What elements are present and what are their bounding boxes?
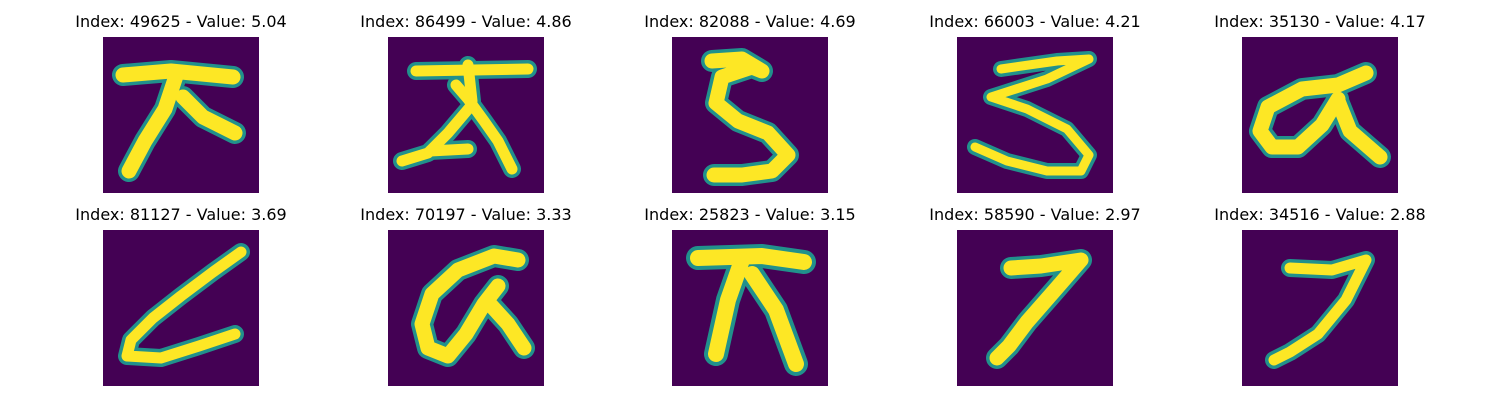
digit-glyph: [112, 60, 246, 182]
panel-title: Index: 86499 - Value: 4.86: [360, 12, 572, 31]
digit-image: [1242, 230, 1398, 386]
panel-title: Index: 25823 - Value: 3.15: [644, 205, 856, 224]
digit-image: [388, 230, 544, 386]
panel-title: Index: 82088 - Value: 4.69: [644, 12, 856, 31]
digit-image: [1242, 37, 1398, 193]
panel-title: Index: 81127 - Value: 3.69: [75, 205, 287, 224]
digit-glyph: [393, 56, 537, 178]
panel-title: Index: 66003 - Value: 4.21: [929, 12, 1141, 31]
digit-image: [672, 230, 828, 386]
digit-glyph: [1265, 251, 1375, 369]
digit-image: [388, 37, 544, 193]
digit-image: [103, 37, 259, 193]
panel-title: Index: 49625 - Value: 5.04: [75, 12, 287, 31]
digit-glyph: [686, 244, 816, 376]
digit-glyph: [118, 243, 250, 367]
digit-image: [103, 230, 259, 386]
digit-image: [957, 230, 1113, 386]
digit-image: [672, 37, 828, 193]
digit-glyph: [967, 51, 1097, 179]
digit-glyph: [701, 48, 799, 186]
panel-title: Index: 70197 - Value: 3.33: [360, 205, 572, 224]
digit-image: [957, 37, 1113, 193]
digit-glyph: [986, 249, 1092, 369]
panel-title: Index: 58590 - Value: 2.97: [929, 205, 1141, 224]
panel-title: Index: 34516 - Value: 2.88: [1214, 205, 1426, 224]
digit-glyph: [1249, 62, 1391, 168]
panel-title: Index: 35130 - Value: 4.17: [1214, 12, 1426, 31]
digit-glyph: [411, 245, 535, 367]
